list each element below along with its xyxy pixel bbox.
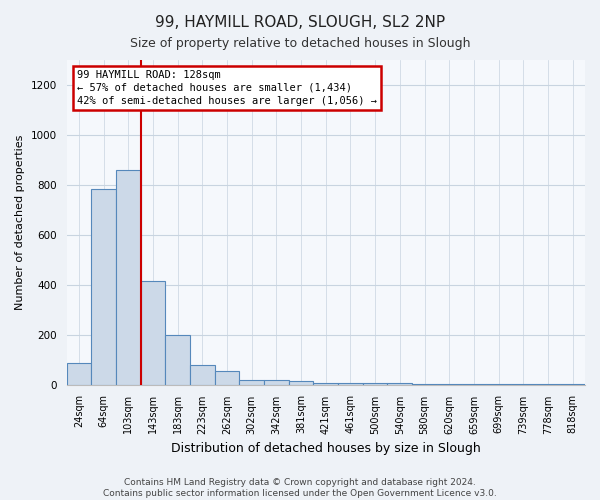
Y-axis label: Number of detached properties: Number of detached properties [15,134,25,310]
Bar [165,334,190,384]
X-axis label: Distribution of detached houses by size in Slough: Distribution of detached houses by size … [171,442,481,455]
Bar [140,281,165,384]
Bar [239,380,264,384]
Text: Size of property relative to detached houses in Slough: Size of property relative to detached ho… [130,38,470,51]
Text: Contains HM Land Registry data © Crown copyright and database right 2024.
Contai: Contains HM Land Registry data © Crown c… [103,478,497,498]
Text: 99 HAYMILL ROAD: 128sqm
← 57% of detached houses are smaller (1,434)
42% of semi: 99 HAYMILL ROAD: 128sqm ← 57% of detache… [77,70,377,106]
Bar [264,380,289,384]
Bar [289,381,313,384]
Bar [91,188,116,384]
Bar [116,170,140,384]
Bar [190,364,215,384]
Text: 99, HAYMILL ROAD, SLOUGH, SL2 2NP: 99, HAYMILL ROAD, SLOUGH, SL2 2NP [155,15,445,30]
Bar [67,364,91,384]
Bar [215,371,239,384]
